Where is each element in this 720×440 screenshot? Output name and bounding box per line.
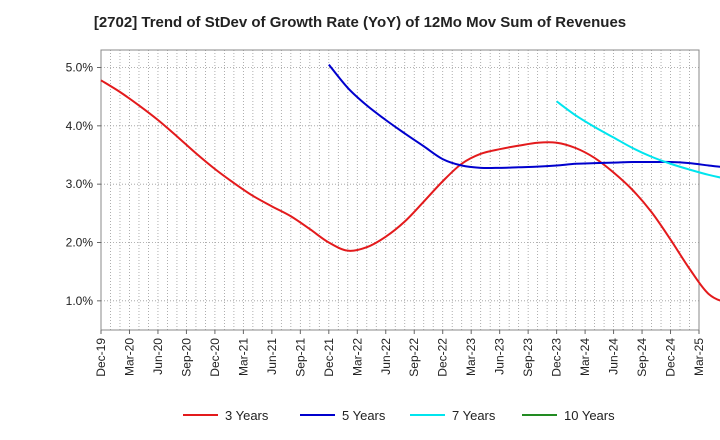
legend-label: 7 Years bbox=[452, 408, 496, 423]
series-line-7-years bbox=[556, 100, 720, 179]
legend-label: 3 Years bbox=[225, 408, 269, 423]
x-tick-label: Mar-22 bbox=[350, 338, 364, 376]
y-tick-label: 3.0% bbox=[66, 177, 94, 191]
y-tick-label: 1.0% bbox=[66, 294, 94, 308]
x-tick-label: Sep-22 bbox=[407, 338, 421, 377]
plot-frame bbox=[100, 49, 700, 331]
x-tick-label: Jun-20 bbox=[151, 338, 165, 375]
x-axis-ticks: Dec-19 Mar-20 Jun-20 Sep-20 Dec-20 Mar-21 Jun-… bbox=[94, 330, 706, 377]
x-tick-label: Dec-20 bbox=[208, 338, 222, 377]
y-tick-label: 4.0% bbox=[66, 119, 94, 133]
x-tick-label: Dec-21 bbox=[322, 338, 336, 377]
x-tick-label: Mar-24 bbox=[578, 338, 592, 376]
x-tick-label: Sep-23 bbox=[521, 338, 535, 377]
x-tick-label: Jun-21 bbox=[265, 338, 279, 375]
y-tick-label: 5.0% bbox=[66, 61, 94, 75]
x-tick-label: Mar-20 bbox=[122, 338, 136, 376]
x-tick-label: Sep-21 bbox=[293, 338, 307, 377]
x-tick-label: Sep-20 bbox=[179, 338, 193, 377]
x-tick-label: Dec-22 bbox=[436, 338, 450, 377]
series-line-3-years bbox=[100, 79, 720, 302]
y-axis-ticks: 1.0% 2.0% 3.0% 4.0% 5.0% bbox=[66, 61, 101, 308]
x-tick-label: Mar-23 bbox=[464, 338, 478, 376]
x-tick-label: Sep-24 bbox=[635, 338, 649, 377]
y-tick-label: 2.0% bbox=[66, 236, 94, 250]
x-tick-label: Dec-19 bbox=[94, 338, 108, 377]
legend-label: 10 Years bbox=[564, 408, 615, 423]
legend: 3 Years 5 Years 7 Years 10 Years bbox=[183, 408, 615, 423]
series-layer bbox=[100, 63, 720, 302]
x-tick-label: Mar-25 bbox=[692, 338, 706, 376]
x-tick-label: Jun-22 bbox=[379, 338, 393, 375]
x-tick-label: Mar-21 bbox=[236, 338, 250, 376]
x-tick-label: Dec-24 bbox=[664, 338, 678, 377]
chart-title: [2702] Trend of StDev of Growth Rate (Yo… bbox=[93, 14, 627, 31]
grid-layer bbox=[101, 50, 699, 330]
series-line-5-years bbox=[328, 63, 720, 170]
x-tick-label: Jun-23 bbox=[493, 338, 507, 375]
x-tick-label: Jun-24 bbox=[607, 338, 621, 375]
legend-label: 5 Years bbox=[342, 408, 386, 423]
x-tick-label: Dec-23 bbox=[550, 338, 564, 377]
